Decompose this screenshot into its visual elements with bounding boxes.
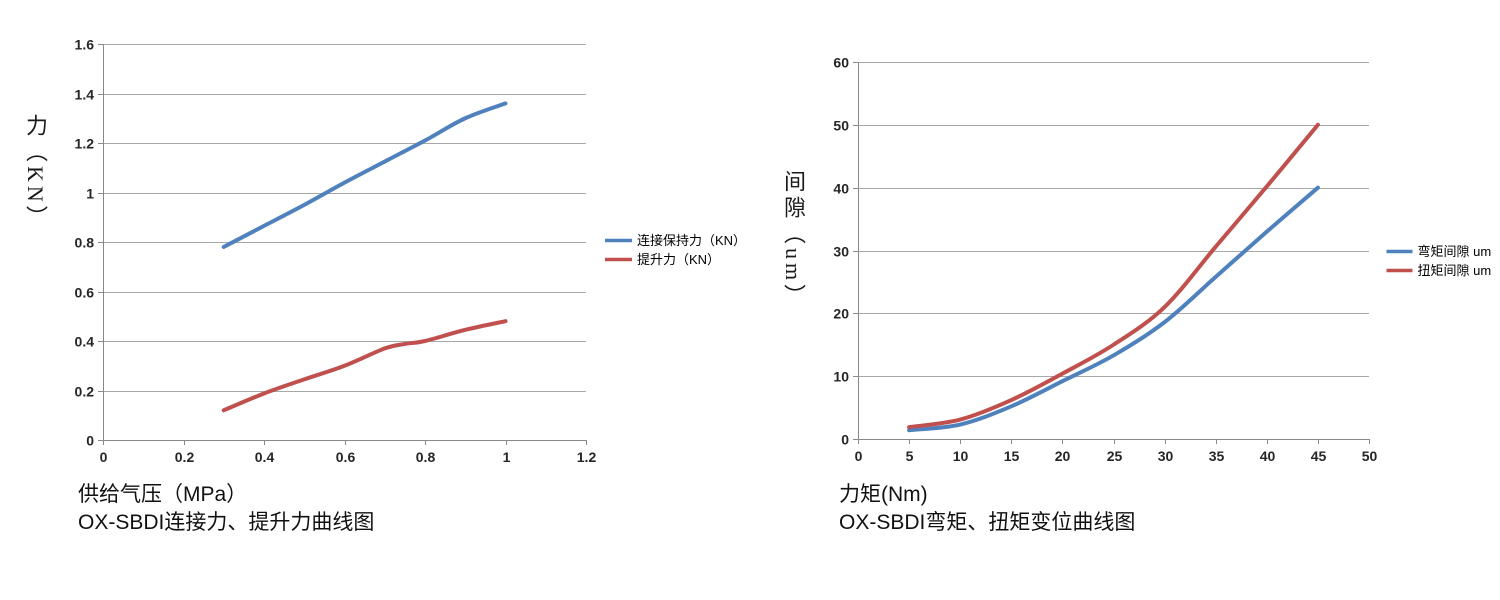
left-series-1-line	[221, 319, 508, 413]
y-tick-label: 40	[833, 181, 849, 197]
x-tick-label: 0	[100, 449, 108, 465]
right-chart-title: OX-SBDI弯矩、扭矩变位曲线图	[839, 511, 1136, 534]
x-tick-label: 1	[503, 449, 511, 465]
left-chart: 0 0.2 0.4 0.6 0.8 1 1.2 1.4 1.6 0 0.2 0.4 0.6 0.8 1 1.2…	[75, 37, 747, 466]
right-chart-x-axis-title: 力矩(Nm)	[839, 483, 928, 506]
y-tick-label: 10	[833, 369, 849, 385]
x-tick-label: 0.4	[255, 449, 275, 465]
y-tick-label: 60	[833, 55, 849, 71]
x-tick-label: 5	[906, 448, 914, 464]
x-tick-label: 0.8	[416, 449, 436, 465]
right-chart: 0 10 20 30 40 50 60 0 5 10 15 20 25 30 35 40 45 50 弯矩间隙 um…	[833, 55, 1491, 465]
legend-label: 扭矩间隙 um	[1418, 263, 1492, 278]
x-tick-label: 0	[855, 448, 863, 464]
y-tick-label: 1.4	[75, 87, 95, 103]
y-tick-label: 0.8	[75, 235, 95, 251]
x-tick-label: 0.6	[336, 449, 356, 465]
legend-label: 提升力（KN）	[637, 252, 720, 267]
y-tick-label: 0.4	[75, 334, 95, 350]
legend-label: 弯矩间隙 um	[1418, 244, 1492, 259]
x-tick-label: 40	[1260, 448, 1276, 464]
legend-label: 连接保持力（KN）	[637, 233, 746, 248]
y-tick-label: 20	[833, 306, 849, 322]
left-chart-y-axis-title: 力（KN）	[23, 114, 48, 232]
x-tick-label: 25	[1107, 448, 1123, 464]
x-tick-label: 20	[1055, 448, 1071, 464]
right-chart-caption: 力矩(Nm) OX-SBDI弯矩、扭矩变位曲线图	[839, 481, 1135, 537]
x-tick-label: 15	[1004, 448, 1020, 464]
y-tick-label: 1	[86, 186, 94, 202]
left-chart-caption: 供给气压（MPa） OX-SBDI连接力、提升力曲线图	[78, 481, 374, 537]
x-tick-label: 10	[953, 448, 969, 464]
y-tick-label: 30	[833, 244, 849, 260]
right-chart-y-axis-title: 间隙（um）	[781, 170, 806, 311]
x-tick-label: 1.2	[577, 449, 597, 465]
y-tick-label: 0	[841, 432, 849, 448]
y-tick-label: 50	[833, 118, 849, 134]
x-tick-label: 30	[1158, 448, 1174, 464]
x-tick-label: 45	[1311, 448, 1327, 464]
right-series-1-line	[907, 122, 1320, 430]
x-tick-label: 35	[1209, 448, 1225, 464]
y-tick-label: 0.6	[75, 285, 95, 301]
left-series-0-line	[221, 101, 508, 249]
x-tick-label: 50	[1362, 448, 1378, 464]
left-chart-x-axis-title: 供给气压（MPa）	[78, 483, 248, 506]
y-tick-label: 0	[86, 433, 94, 449]
y-tick-label: 1.6	[75, 37, 95, 53]
x-tick-label: 0.2	[175, 449, 195, 465]
left-chart-title: OX-SBDI连接力、提升力曲线图	[78, 511, 375, 534]
y-tick-label: 1.2	[75, 136, 95, 152]
y-tick-label: 0.2	[75, 384, 95, 400]
right-series-0-line	[907, 185, 1320, 433]
